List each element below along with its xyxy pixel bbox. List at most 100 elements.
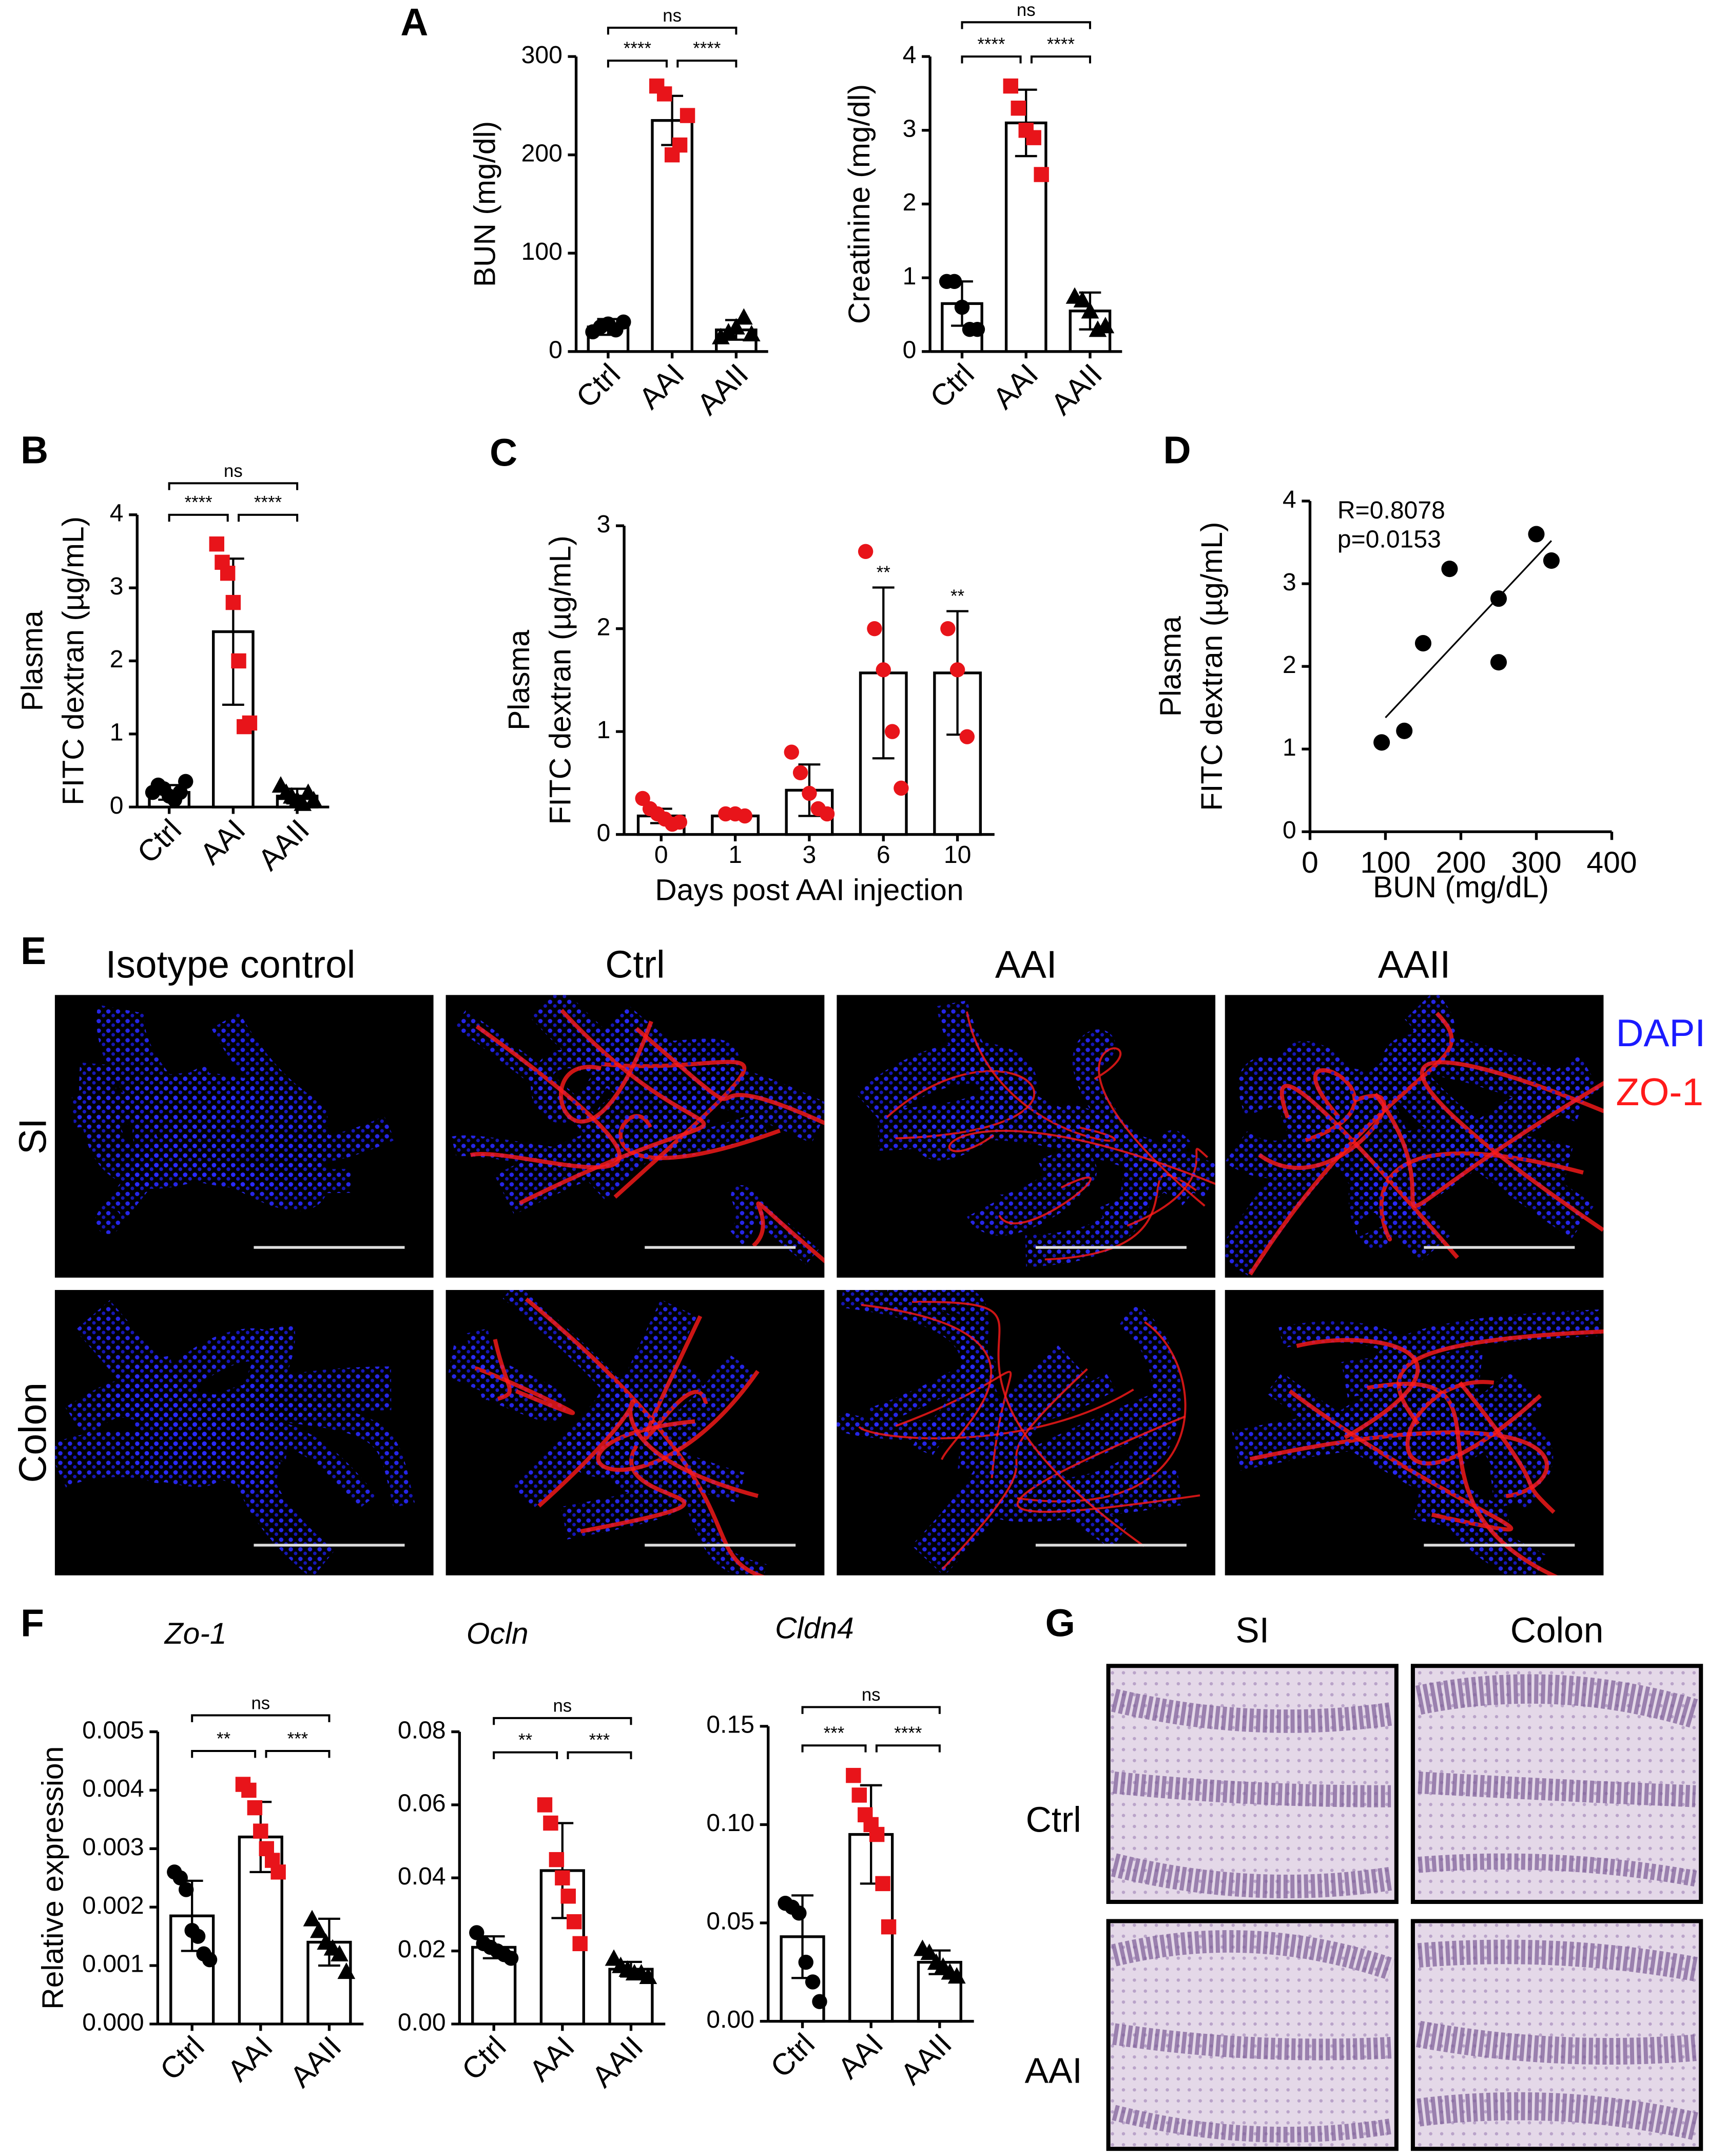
micrograph-stain: [451, 995, 825, 1265]
x-tick-label: AAII: [284, 2030, 348, 2094]
column-title: SI: [1235, 1610, 1269, 1650]
histology-border: [1410, 1664, 1703, 1904]
panel-letter: C: [490, 431, 517, 474]
micrograph-stain: [837, 1289, 1200, 1575]
x-tick-label: 10: [944, 841, 972, 869]
comparison-bracket: [1030, 55, 1091, 64]
dapi-stain: [915, 1105, 1216, 1198]
column-title: Isotype control: [106, 943, 356, 986]
micrograph-stain: [446, 1289, 767, 1575]
data-point: [954, 299, 970, 315]
x-tick-label: AAI: [831, 2027, 889, 2085]
trendline: [1385, 540, 1553, 719]
annotation: R=0.8078: [1337, 496, 1445, 524]
data-point: [737, 808, 753, 824]
y-tick-label: 4: [110, 499, 124, 527]
y-tick-label: 0: [1283, 816, 1296, 844]
row-label: Ctrl: [1026, 1799, 1081, 1839]
y-axis-label: FITC dextran (µg/mL): [57, 516, 90, 805]
tissue: [1418, 1853, 1697, 1887]
x-axis-label: BUN (mg/dL): [1373, 871, 1549, 904]
data-point: [242, 715, 258, 731]
panel-letter: F: [21, 1602, 44, 1645]
significance: ****: [977, 35, 1005, 54]
x-tick-label: Ctrl: [570, 357, 627, 414]
data-point: [270, 1864, 286, 1880]
column-title: Ctrl: [605, 943, 665, 986]
data-point: [727, 318, 745, 335]
zo1-stain: [1458, 1381, 1556, 1514]
dapi-stain: [465, 1329, 503, 1401]
panel-letter: A: [400, 0, 428, 43]
y-tick-label: 300: [521, 41, 562, 69]
data-point: [1543, 552, 1560, 569]
y-tick-label: 1: [903, 262, 917, 290]
dapi-stain: [54, 1300, 229, 1488]
data-point: [1373, 734, 1390, 751]
data-point: [680, 108, 695, 123]
zo1-stain: [998, 1176, 1092, 1225]
data-point: [672, 137, 688, 153]
micrograph-stain: [1225, 995, 1604, 1278]
data-point: [851, 1787, 867, 1803]
y-tick-label: 0.003: [82, 1833, 144, 1861]
panel-letter: B: [21, 428, 48, 471]
data-point: [639, 1967, 657, 1985]
y-tick-label: 3: [110, 572, 124, 600]
data-point: [253, 1823, 268, 1839]
comparison-bracket: [607, 27, 738, 35]
data-point: [792, 765, 808, 781]
y-tick-label: 0.002: [82, 1892, 144, 1919]
y-tick-label: 0.10: [706, 1809, 754, 1837]
data-point: [869, 1826, 885, 1842]
x-tick-label: AAI: [633, 357, 691, 415]
significance: ns: [224, 461, 243, 481]
data-point: [791, 1905, 807, 1921]
row-label: SI: [11, 1118, 54, 1154]
x-tick-label: 200: [1435, 846, 1486, 879]
data-point: [947, 1967, 966, 1984]
significance: ***: [287, 1729, 308, 1749]
column-title: Colon: [1510, 1610, 1604, 1650]
histology-border: [1106, 1664, 1399, 1904]
data-point: [881, 1919, 897, 1935]
dapi-stain: [911, 1344, 1088, 1575]
y-tick-label: 0.005: [82, 1716, 144, 1744]
data-point: [802, 785, 817, 801]
y-tick-label: 1: [597, 716, 611, 744]
x-tick-label: Ctrl: [456, 2030, 513, 2087]
tissue: [1112, 2105, 1392, 2143]
data-point: [220, 565, 236, 581]
significance: ns: [251, 1693, 270, 1713]
data-point: [190, 1929, 206, 1944]
tissue: [1417, 1939, 1698, 1981]
y-tick-label: 0.000: [82, 2009, 144, 2036]
data-point: [672, 814, 688, 830]
y-tick-label: 3: [1283, 568, 1296, 596]
y-tick-label: 0.02: [398, 1935, 446, 1963]
data-point: [303, 1910, 321, 1927]
comparison-bracket: [168, 482, 299, 490]
zo1-stain: [858, 1389, 1134, 1439]
tissue: [1111, 1853, 1393, 1898]
data-point: [858, 544, 874, 560]
x-tick-label: AAI: [221, 2030, 279, 2088]
data-point: [337, 1962, 356, 1979]
y-tick-label: 0.00: [706, 2006, 754, 2033]
significance: ****: [254, 493, 282, 513]
data-point: [503, 1951, 519, 1966]
data-point: [875, 1876, 890, 1892]
data-point: [876, 662, 891, 678]
x-tick-label: AAII: [586, 2030, 650, 2094]
x-tick-label: AAII: [1045, 357, 1109, 421]
comparison-bracket: [168, 513, 229, 522]
dapi-stain: [511, 1377, 745, 1510]
significance: ***: [589, 1730, 610, 1750]
data-point: [310, 1921, 328, 1938]
y-axis-label: Plasma: [1154, 616, 1188, 717]
data-point: [1026, 130, 1041, 145]
legend-entry: ZO-1: [1616, 1070, 1703, 1113]
comparison-bracket: [238, 513, 299, 522]
micrograph-stain: [856, 1000, 1216, 1267]
